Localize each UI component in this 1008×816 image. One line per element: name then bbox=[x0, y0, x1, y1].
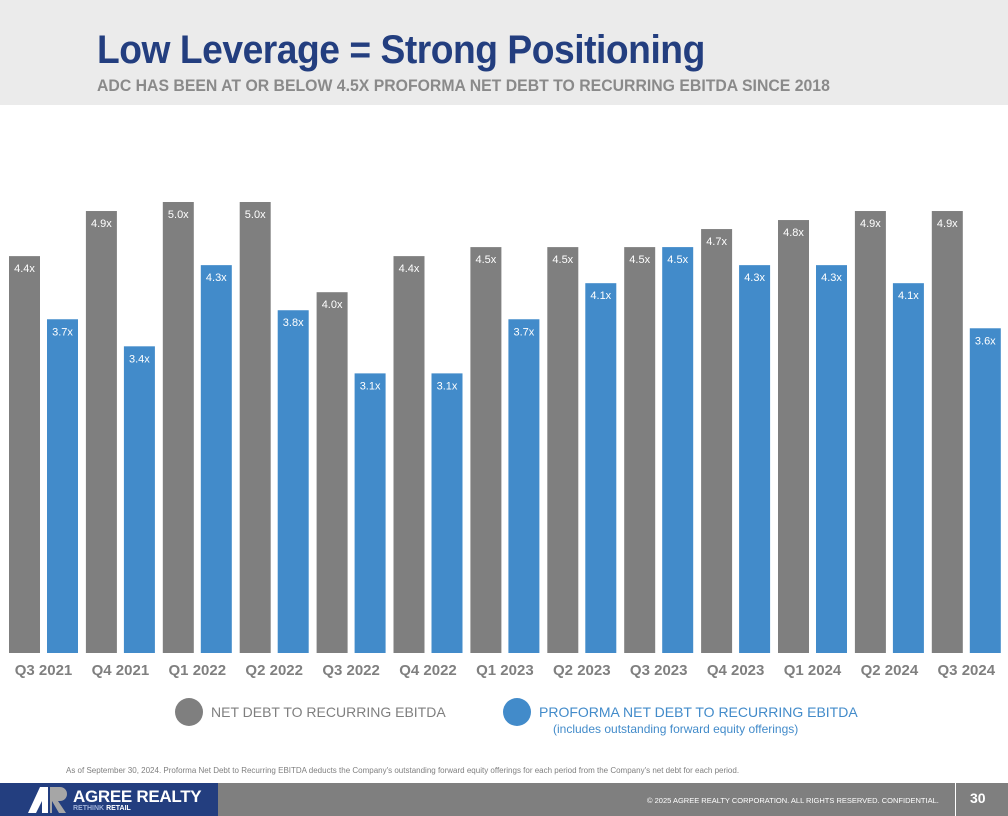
bar-proforma-q4-2023 bbox=[739, 265, 771, 653]
header-band: Low Leverage = Strong Positioning ADC HA… bbox=[0, 0, 1008, 105]
legend-swatch-blue bbox=[503, 698, 531, 726]
x-tick-label: Q4 2023 bbox=[707, 662, 765, 679]
bar-data-label: 4.9x bbox=[860, 218, 881, 230]
bar-data-label: 4.9x bbox=[937, 218, 958, 230]
bar-data-label: 4.7x bbox=[706, 236, 727, 248]
x-tick-label: Q2 2024 bbox=[861, 662, 919, 679]
bar-proforma-q2-2023 bbox=[585, 283, 617, 653]
legend-swatch-gray bbox=[175, 698, 203, 726]
legend-label: PROFORMA NET DEBT TO RECURRING EBITDA bbox=[539, 704, 858, 720]
bar-data-label: 3.7x bbox=[52, 326, 73, 338]
bar-proforma-q4-2021 bbox=[123, 346, 155, 653]
bar-net-debt-q3-2022 bbox=[316, 292, 348, 653]
bar-data-label: 3.7x bbox=[514, 326, 535, 338]
footer-bar bbox=[218, 783, 1008, 816]
bar-net-debt-q4-2021 bbox=[85, 211, 117, 653]
bar-data-label: 4.5x bbox=[552, 254, 573, 266]
bar-proforma-q2-2022 bbox=[277, 310, 309, 653]
bar-net-debt-q1-2024 bbox=[778, 220, 809, 653]
bar-data-label: 4.5x bbox=[629, 254, 650, 266]
bar-net-debt-q3-2024 bbox=[931, 211, 963, 653]
bar-data-label: 3.1x bbox=[360, 380, 381, 392]
bar-data-label: 3.1x bbox=[437, 380, 458, 392]
bar-data-label: 4.9x bbox=[91, 218, 112, 230]
x-tick-label: Q2 2023 bbox=[553, 662, 611, 679]
x-tick-label: Q4 2022 bbox=[399, 662, 457, 679]
copyright-text: © 2025 AGREE REALTY CORPORATION. ALL RIG… bbox=[647, 796, 939, 805]
bar-data-label: 4.3x bbox=[744, 272, 765, 284]
bar-net-debt-q1-2022 bbox=[162, 202, 194, 653]
bar-proforma-q1-2023 bbox=[508, 319, 540, 653]
bar-net-debt-q2-2023 bbox=[547, 247, 579, 653]
bar-data-label: 4.3x bbox=[206, 272, 227, 284]
x-tick-label: Q3 2022 bbox=[322, 662, 380, 679]
bar-net-debt-q4-2023 bbox=[701, 229, 733, 653]
x-tick-label: Q3 2023 bbox=[630, 662, 688, 679]
bar-proforma-q1-2024 bbox=[816, 265, 847, 653]
x-tick-label: Q3 2024 bbox=[938, 662, 996, 679]
bar-net-debt-q3-2023 bbox=[624, 247, 656, 653]
bar-net-debt-q3-2021 bbox=[9, 256, 40, 653]
x-tick-label: Q1 2024 bbox=[784, 662, 842, 679]
x-tick-label: Q1 2023 bbox=[476, 662, 534, 679]
brand-tagline: RETHINK RETAIL bbox=[73, 805, 131, 812]
bar-data-label: 3.6x bbox=[975, 335, 996, 347]
brand-name: AGREE REALTY bbox=[73, 787, 202, 806]
bar-proforma-q3-2021 bbox=[47, 319, 78, 653]
bar-data-label: 5.0x bbox=[168, 209, 189, 221]
legend-label: NET DEBT TO RECURRING EBITDA bbox=[211, 704, 446, 720]
bar-net-debt-q1-2023 bbox=[470, 247, 502, 653]
bar-proforma-q1-2022 bbox=[200, 265, 232, 653]
bar-proforma-q3-2024 bbox=[969, 328, 1001, 653]
bar-data-label: 4.8x bbox=[783, 227, 804, 239]
page-number: 30 bbox=[970, 790, 986, 806]
legend-item-proforma: PROFORMA NET DEBT TO RECURRING EBITDA (i… bbox=[503, 698, 858, 737]
page-title: Low Leverage = Strong Positioning bbox=[97, 28, 705, 72]
bar-net-debt-q4-2022 bbox=[393, 256, 425, 653]
x-tick-label: Q1 2022 bbox=[169, 662, 227, 679]
bar-net-debt-q2-2024 bbox=[854, 211, 886, 653]
bar-net-debt-q2-2022 bbox=[239, 202, 271, 653]
bar-data-label: 4.0x bbox=[322, 299, 343, 311]
legend-sublabel: (includes outstanding forward equity off… bbox=[553, 722, 799, 736]
x-tick-label: Q2 2022 bbox=[245, 662, 303, 679]
bar-data-label: 4.5x bbox=[476, 254, 497, 266]
footer-divider bbox=[955, 783, 956, 816]
bar-data-label: 4.3x bbox=[821, 272, 842, 284]
bar-data-label: 4.4x bbox=[399, 263, 420, 275]
bar-data-label: 3.8x bbox=[283, 317, 304, 329]
page-subtitle: ADC HAS BEEN AT OR BELOW 4.5X PROFORMA N… bbox=[97, 76, 830, 95]
x-tick-label: Q3 2021 bbox=[15, 662, 73, 679]
leverage-bar-chart: 4.4x 3.7x Q3 2021 4.9x 3.4x Q4 2021 5.0x 4.3x Q1… bbox=[9, 202, 1001, 679]
x-tick-label: Q4 2021 bbox=[92, 662, 150, 679]
bar-data-label: 4.1x bbox=[590, 290, 611, 302]
bar-proforma-q4-2022 bbox=[431, 373, 463, 653]
agree-realty-logo-icon bbox=[28, 787, 67, 813]
legend-item-net-debt: NET DEBT TO RECURRING EBITDA bbox=[175, 698, 446, 726]
bar-data-label: 5.0x bbox=[245, 209, 266, 221]
bar-data-label: 4.1x bbox=[898, 290, 919, 302]
bar-data-label: 4.5x bbox=[667, 254, 688, 266]
bar-data-label: 4.4x bbox=[14, 263, 35, 275]
bar-proforma-q3-2022 bbox=[354, 373, 386, 653]
footnote: As of September 30, 2024. Proforma Net D… bbox=[66, 766, 740, 775]
bar-proforma-q2-2024 bbox=[892, 283, 924, 653]
bar-data-label: 3.4x bbox=[129, 353, 150, 365]
bar-proforma-q3-2023 bbox=[662, 247, 694, 653]
